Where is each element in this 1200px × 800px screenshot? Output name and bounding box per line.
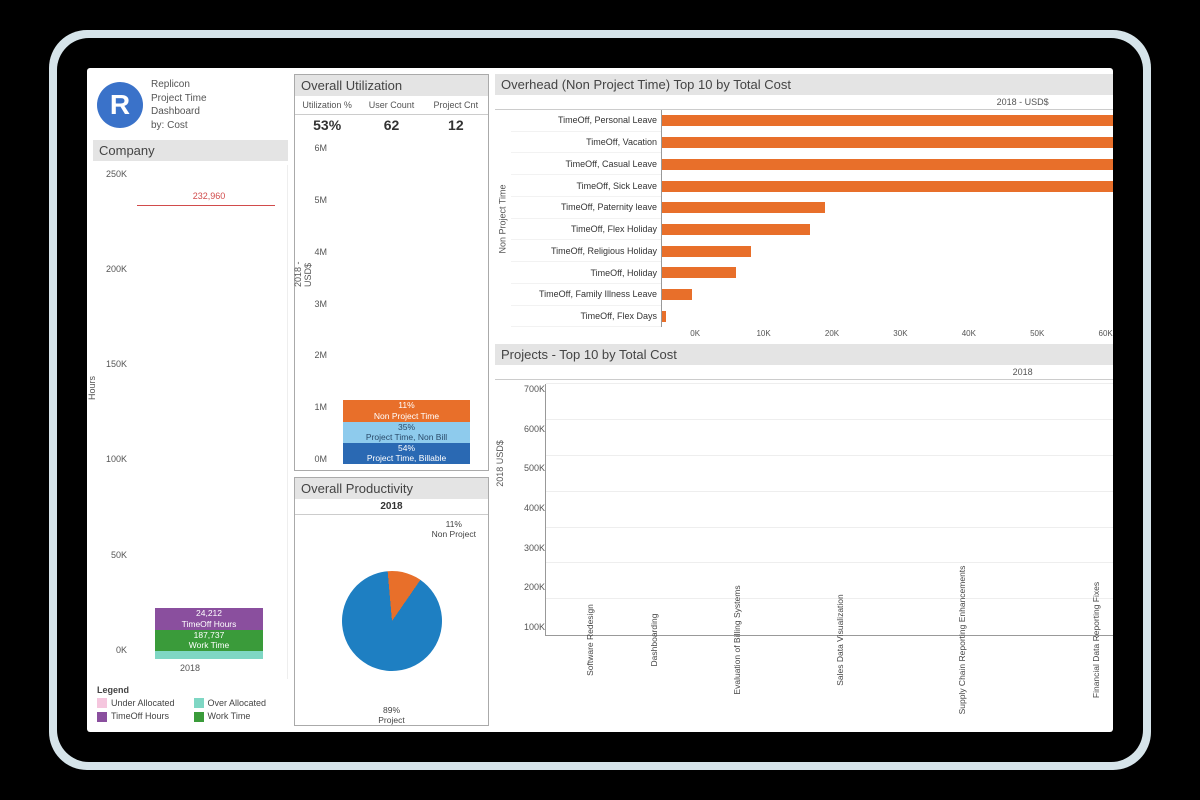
utilization-plot: 54%Project Time, Billable35%Project Time… — [331, 143, 482, 464]
company-chart: Hours 250K200K150K100K50K0K 232,960187,7… — [93, 165, 288, 679]
title-line: Dashboard — [151, 105, 207, 119]
utilization-yaxis: 2018 - USD$ 6M5M4M3M2M1M0M — [297, 143, 327, 464]
productivity-pie-wrap: 11%Non Project89%Project — [295, 515, 488, 725]
productivity-title: Overall Productivity — [295, 478, 488, 499]
company-ylabel: Hours — [87, 376, 97, 400]
projects-xaxis: Software RedesignDashboardingEvaluation … — [495, 636, 1113, 726]
overhead-ylabel: Non Project Time — [495, 110, 511, 327]
projects-panel: Projects - Top 10 by Total Cost 2018 201… — [495, 344, 1113, 726]
overhead-xaxis: 0K10K20K30K40K50K60K70K80K90K100K110K120… — [495, 327, 1113, 338]
title-line: by: Cost — [151, 119, 207, 133]
utilization-panel: Overall Utilization Utilization %User Co… — [294, 74, 489, 471]
projects-yaxis: 2018 USD$ 700K600K500K400K300K200K100K — [495, 384, 545, 636]
tablet-frame: R Replicon Project Time Dashboard by: Co… — [49, 30, 1151, 770]
projects-plot — [545, 384, 1113, 636]
legend-title: Legend — [97, 685, 284, 695]
company-yaxis: Hours 250K200K150K100K50K0K — [93, 165, 131, 659]
right-column: Overhead (Non Project Time) Top 10 by To… — [495, 74, 1113, 726]
legend-grid: Under AllocatedOver AllocatedTimeOff Hou… — [97, 698, 284, 722]
company-xaxis: 2018 — [93, 659, 287, 679]
company-plot: 232,960187,737Work Time24,212TimeOff Hou… — [131, 165, 287, 659]
utilization-chart: 2018 - USD$ 6M5M4M3M2M1M0M 54%Project Ti… — [295, 139, 488, 470]
left-column: R Replicon Project Time Dashboard by: Co… — [93, 74, 288, 726]
projects-ylabel: 2018 USD$ — [495, 440, 505, 487]
overhead-chart: Non Project Time TimeOff, Personal Leave… — [495, 110, 1113, 327]
legend-block: Legend Under AllocatedOver AllocatedTime… — [93, 683, 288, 726]
tablet-bezel: R Replicon Project Time Dashboard by: Co… — [57, 38, 1143, 762]
brand-logo: R — [97, 82, 143, 128]
brand-logo-letter: R — [110, 89, 130, 121]
title-line: Replicon — [151, 78, 207, 92]
utilization-values-row: 53%6212 — [295, 115, 488, 139]
title-line: Project Time — [151, 92, 207, 106]
utilization-ylabel: 2018 - USD$ — [293, 253, 313, 287]
productivity-panel: Overall Productivity 2018 11%Non Project… — [294, 477, 489, 726]
overhead-plot — [661, 110, 1113, 327]
company-panel-title: Company — [93, 140, 288, 161]
projects-chart: 2018 USD$ 700K600K500K400K300K200K100K — [495, 380, 1113, 636]
middle-column: Overall Utilization Utilization %User Co… — [294, 74, 489, 726]
projects-subhead: 2018 — [495, 365, 1113, 380]
dashboard-header: R Replicon Project Time Dashboard by: Co… — [93, 74, 288, 136]
projects-title: Projects - Top 10 by Total Cost — [495, 344, 1113, 365]
productivity-subhead: 2018 — [295, 499, 488, 515]
dashboard-title-block: Replicon Project Time Dashboard by: Cost — [151, 78, 207, 132]
overhead-subhead: 2018 - USD$ — [495, 95, 1113, 110]
overhead-panel: Overhead (Non Project Time) Top 10 by To… — [495, 74, 1113, 338]
utilization-title: Overall Utilization — [295, 75, 488, 96]
overhead-title: Overhead (Non Project Time) Top 10 by To… — [495, 74, 1113, 95]
dashboard-screen: R Replicon Project Time Dashboard by: Co… — [87, 68, 1113, 732]
utilization-header-row: Utilization %User CountProject Cnt — [295, 96, 488, 115]
overhead-categories: TimeOff, Personal LeaveTimeOff, Vacation… — [511, 110, 661, 327]
